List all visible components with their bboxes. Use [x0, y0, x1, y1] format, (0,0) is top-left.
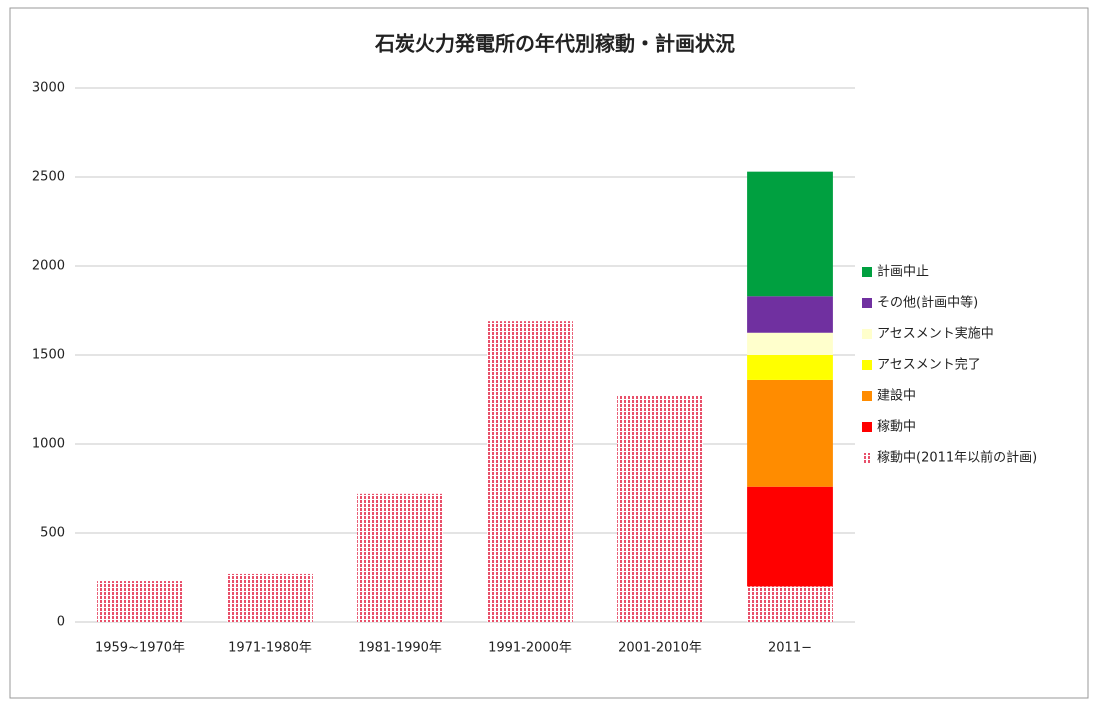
legend-label: 建設中	[877, 388, 916, 404]
x-tick-label: 2011−	[768, 641, 812, 656]
bar-segment	[747, 486, 833, 587]
bar-segment	[227, 573, 313, 622]
bar-segment	[97, 581, 183, 622]
x-tick-label: 1959~1970年	[95, 641, 185, 656]
legend-label: アセスメント実施中	[877, 326, 994, 342]
y-tick-label: 1500	[32, 348, 65, 363]
legend-label: 計画中止	[877, 264, 929, 280]
legend-label: 稼動中	[877, 420, 916, 435]
y-tick-label: 1000	[32, 437, 65, 452]
y-tick-label: 3000	[32, 81, 65, 96]
y-tick-label: 2000	[32, 259, 65, 274]
bar-segment	[747, 332, 833, 355]
legend-swatch	[862, 267, 872, 277]
x-tick-label: 1991-2000年	[488, 641, 572, 656]
x-tick-label: 1981-1990年	[358, 641, 442, 656]
bar-segment	[747, 355, 833, 380]
legend-swatch	[862, 360, 872, 370]
legend-swatch	[862, 453, 872, 463]
legend-swatch	[862, 422, 872, 432]
bar-segment	[747, 379, 833, 487]
bar-segment	[617, 395, 703, 622]
bar-segment	[747, 171, 833, 297]
x-tick-label: 2001-2010年	[618, 641, 702, 656]
legend-label: アセスメント完了	[877, 358, 981, 373]
legend-swatch	[862, 391, 872, 401]
y-tick-label: 2500	[32, 170, 65, 185]
bar-segment	[747, 586, 833, 622]
legend-label: 稼動中(2011年以前の計画)	[877, 450, 1037, 466]
bar-segment	[487, 321, 573, 622]
bar-segment	[747, 296, 833, 333]
y-tick-label: 500	[40, 526, 65, 541]
y-tick-label: 0	[57, 615, 65, 630]
bar-segment	[357, 493, 443, 622]
legend-label: その他(計画中等)	[877, 295, 978, 311]
x-tick-label: 1971-1980年	[228, 641, 312, 656]
legend-swatch	[862, 329, 872, 339]
legend-swatch	[862, 298, 872, 308]
chart-title: 石炭火力発電所の年代別稼動・計画状況	[374, 32, 735, 56]
